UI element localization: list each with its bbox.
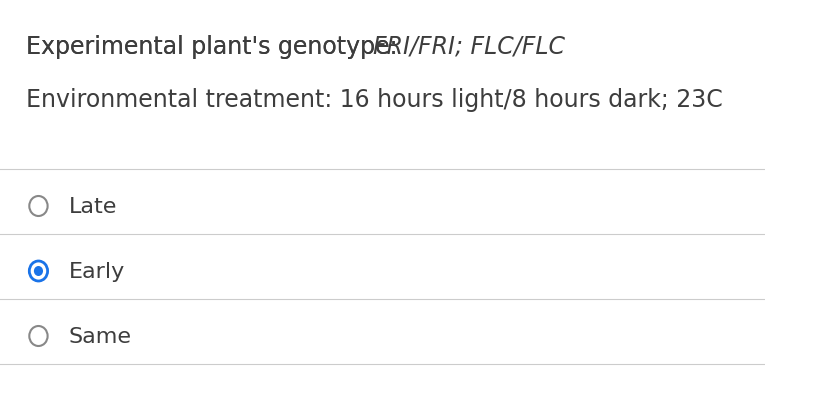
Text: Early: Early [69,261,125,281]
Text: Late: Late [69,196,117,216]
Text: Experimental plant's genotype:: Experimental plant's genotype: [26,35,405,59]
Text: Experimental plant's genotype:: Experimental plant's genotype: [26,35,405,59]
Text: Same: Same [69,326,132,346]
Circle shape [34,266,43,276]
Text: FRI/FRI; FLC/FLC: FRI/FRI; FLC/FLC [373,35,564,59]
Text: Environmental treatment: 16 hours light/8 hours dark; 23C: Environmental treatment: 16 hours light/… [26,88,722,112]
